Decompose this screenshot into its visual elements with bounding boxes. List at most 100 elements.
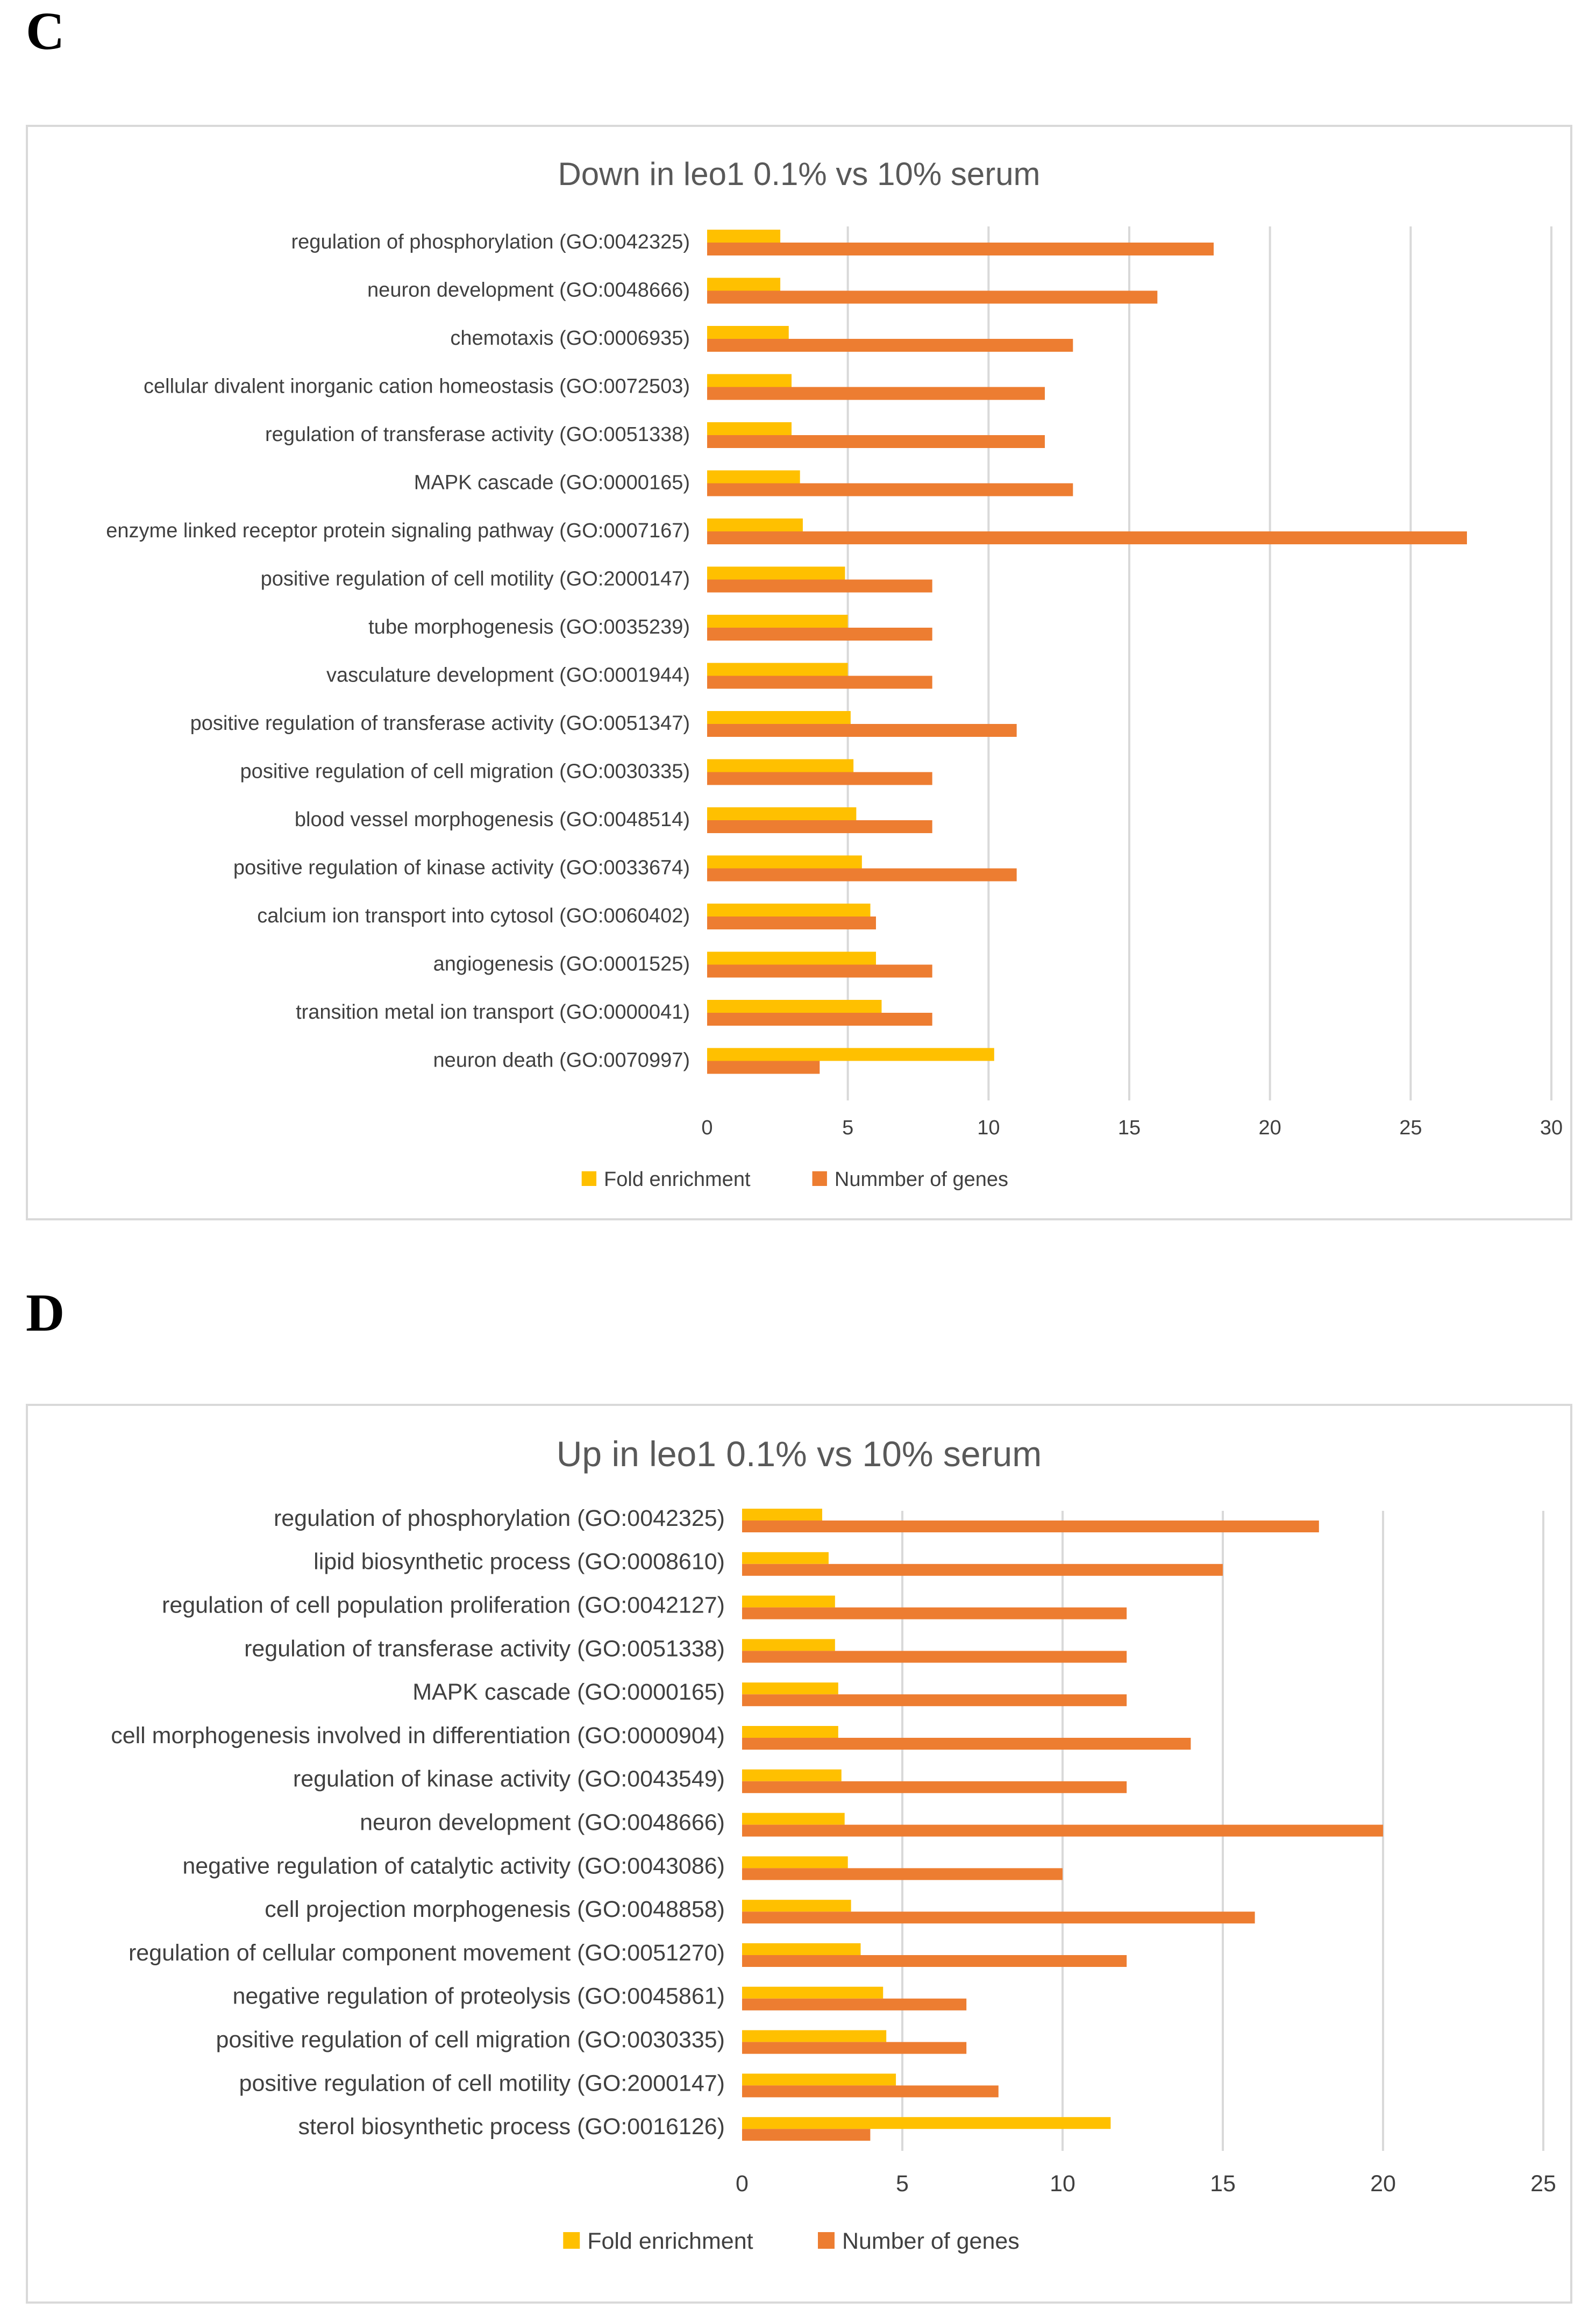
legend-swatch: [581, 1171, 597, 1186]
category-label: neuron death (GO:0070997): [433, 1049, 690, 1071]
x-tick-label: 5: [842, 1117, 853, 1139]
category-label: neuron development (GO:0048666): [367, 279, 690, 301]
legend-swatch: [818, 2232, 835, 2249]
category-label: positive regulation of kinase activity (…: [233, 856, 690, 879]
bar-fold-enrichment: [707, 374, 792, 387]
bar-fold-enrichment: [742, 2073, 896, 2086]
category-label: sterol biosynthetic process (GO:0016126): [298, 2114, 725, 2140]
bar-fold-enrichment: [742, 2030, 887, 2042]
category-label: regulation of phosphorylation (GO:004232…: [274, 1505, 725, 1531]
bar-number-of-genes: [742, 1912, 1255, 1924]
bar-number-of-genes: [742, 2085, 999, 2098]
bar-fold-enrichment: [707, 326, 789, 339]
bar-fold-enrichment: [707, 470, 800, 484]
x-tick-label: 15: [1118, 1117, 1141, 1139]
legend-label: Fold enrichment: [587, 2228, 753, 2254]
x-tick-label: 10: [977, 1117, 1000, 1139]
bar-fold-enrichment: [707, 230, 781, 243]
bar-fold-enrichment: [742, 1726, 838, 1738]
category-label: MAPK cascade (GO:0000165): [412, 1679, 725, 1705]
bar-fold-enrichment: [707, 904, 871, 917]
bar-fold-enrichment: [707, 711, 851, 724]
bar-fold-enrichment: [707, 663, 848, 676]
chart-title: Down in leo1 0.1% vs 10% serum: [558, 156, 1040, 192]
category-label: positive regulation of cell migration (G…: [240, 760, 690, 783]
category-label: tube morphogenesis (GO:0035239): [368, 616, 690, 638]
bar-number-of-genes: [707, 917, 876, 929]
bar-number-of-genes: [707, 531, 1467, 544]
bar-fold-enrichment: [742, 1682, 838, 1695]
bar-number-of-genes: [707, 435, 1045, 448]
legend-swatch: [563, 2232, 580, 2249]
category-label: regulation of transferase activity (GO:0…: [244, 1636, 725, 1661]
category-label: MAPK cascade (GO:0000165): [414, 471, 690, 494]
bar-fold-enrichment: [707, 951, 876, 965]
panel-letter-d: D: [26, 1283, 65, 1342]
category-label: cellular divalent inorganic cation homeo…: [144, 375, 690, 397]
category-label: positive regulation of cell migration (G…: [216, 2027, 725, 2053]
x-tick-label: 20: [1259, 1117, 1281, 1139]
bar-number-of-genes: [742, 1868, 1063, 1880]
category-label: calcium ion transport into cytosol (GO:0…: [257, 905, 690, 927]
bar-fold-enrichment: [742, 1552, 829, 1564]
category-label: blood vessel morphogenesis (GO:0048514): [295, 808, 690, 831]
bar-fold-enrichment: [742, 1509, 822, 1521]
x-tick-label: 5: [896, 2171, 909, 2197]
bar-number-of-genes: [707, 579, 932, 593]
chart-title: Up in leo1 0.1% vs 10% serum: [557, 1434, 1042, 1474]
bar-number-of-genes: [742, 1781, 1127, 1793]
bar-number-of-genes: [742, 1824, 1383, 1837]
category-label: negative regulation of proteolysis (GO:0…: [233, 1984, 725, 2009]
category-label: enzyme linked receptor protein signaling…: [106, 520, 690, 542]
bar-fold-enrichment: [742, 1639, 835, 1651]
bar-fold-enrichment: [742, 1595, 835, 1608]
category-label: cell projection morphogenesis (GO:004885…: [265, 1896, 725, 1922]
bar-fold-enrichment: [707, 1000, 882, 1013]
bar-fold-enrichment: [742, 1986, 884, 1999]
category-label: lipid biosynthetic process (GO:0008610): [314, 1549, 725, 1575]
bar-number-of-genes: [742, 1607, 1127, 1619]
category-label: positive regulation of cell motility (GO…: [239, 2070, 725, 2096]
x-tick-label: 0: [736, 2171, 749, 2197]
bar-number-of-genes: [707, 820, 932, 833]
bar-fold-enrichment: [742, 1856, 848, 1868]
bar-number-of-genes: [742, 1564, 1223, 1576]
x-tick-label: 25: [1399, 1117, 1422, 1139]
category-label: regulation of transferase activity (GO:0…: [265, 423, 690, 446]
bar-number-of-genes: [707, 387, 1045, 400]
legend-label: Nummber of genes: [835, 1168, 1008, 1191]
category-label: cell morphogenesis involved in different…: [111, 1723, 725, 1749]
bar-number-of-genes: [707, 483, 1073, 496]
bar-number-of-genes: [707, 772, 932, 785]
panel-letter-c: C: [26, 1, 65, 61]
bar-number-of-genes: [707, 628, 932, 641]
category-label: positive regulation of cell motility (GO…: [261, 567, 690, 590]
bar-number-of-genes: [742, 1998, 967, 2010]
bar-fold-enrichment: [707, 855, 862, 869]
bar-number-of-genes: [707, 243, 1214, 255]
bar-number-of-genes: [742, 2129, 871, 2141]
bar-fold-enrichment: [707, 566, 845, 580]
x-tick-label: 15: [1210, 2171, 1236, 2197]
category-label: positive regulation of transferase activ…: [190, 712, 690, 735]
legend-swatch: [812, 1171, 827, 1186]
x-tick-label: 30: [1540, 1117, 1563, 1139]
bar-fold-enrichment: [707, 422, 792, 435]
category-label: transition metal ion transport (GO:00000…: [296, 1001, 690, 1024]
bar-number-of-genes: [742, 1738, 1191, 1750]
chart-up-in-leo1: Up in leo1 0.1% vs 10% serum 0 5 10 15 20 25 re…: [111, 1434, 1556, 2254]
category-label: vasculature development (GO:0001944): [326, 664, 690, 686]
legend-label: Number of genes: [842, 2228, 1020, 2254]
bar-number-of-genes: [707, 1013, 932, 1026]
x-tick-label: 20: [1370, 2171, 1396, 2197]
bar-number-of-genes: [707, 868, 1017, 882]
category-label: regulation of phosphorylation (GO:004232…: [291, 231, 690, 253]
chart-d-frame: Up in leo1 0.1% vs 10% serum 0 5 10 15 20 25 re…: [26, 1404, 1572, 2304]
category-label: negative regulation of catalytic activit…: [182, 1853, 725, 1879]
bar-number-of-genes: [742, 1651, 1127, 1663]
bar-fold-enrichment: [707, 1048, 994, 1061]
legend-label: Fold enrichment: [604, 1168, 751, 1191]
bar-fold-enrichment: [707, 759, 854, 772]
bar-number-of-genes: [742, 1521, 1319, 1532]
x-tick-label: 10: [1050, 2171, 1075, 2197]
